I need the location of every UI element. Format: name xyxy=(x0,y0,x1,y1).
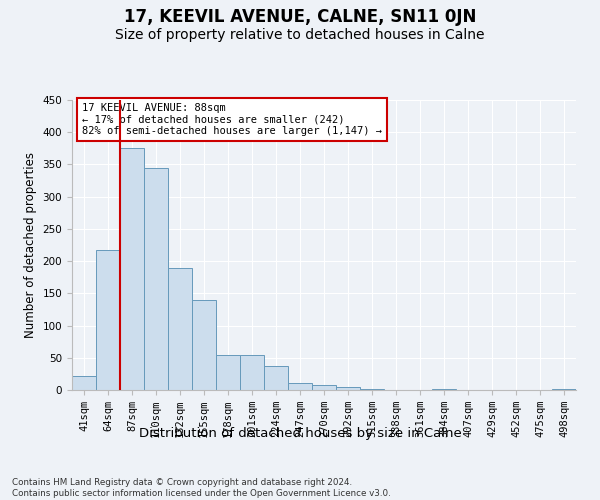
Bar xyxy=(96,250,120,390)
Text: Contains HM Land Registry data © Crown copyright and database right 2024.
Contai: Contains HM Land Registry data © Crown c… xyxy=(12,478,391,498)
Text: Distribution of detached houses by size in Calne: Distribution of detached houses by size … xyxy=(139,428,461,440)
Bar xyxy=(144,168,168,390)
Bar xyxy=(312,386,336,390)
Bar xyxy=(288,383,312,390)
Bar xyxy=(216,355,240,390)
Text: Size of property relative to detached houses in Calne: Size of property relative to detached ho… xyxy=(115,28,485,42)
Bar xyxy=(192,300,216,390)
Bar xyxy=(264,366,288,390)
Bar xyxy=(72,376,96,390)
Bar xyxy=(336,387,360,390)
Bar xyxy=(120,148,144,390)
Bar xyxy=(240,355,264,390)
Text: 17 KEEVIL AVENUE: 88sqm
← 17% of detached houses are smaller (242)
82% of semi-d: 17 KEEVIL AVENUE: 88sqm ← 17% of detache… xyxy=(82,103,382,136)
Text: 17, KEEVIL AVENUE, CALNE, SN11 0JN: 17, KEEVIL AVENUE, CALNE, SN11 0JN xyxy=(124,8,476,26)
Y-axis label: Number of detached properties: Number of detached properties xyxy=(24,152,37,338)
Bar xyxy=(168,268,192,390)
